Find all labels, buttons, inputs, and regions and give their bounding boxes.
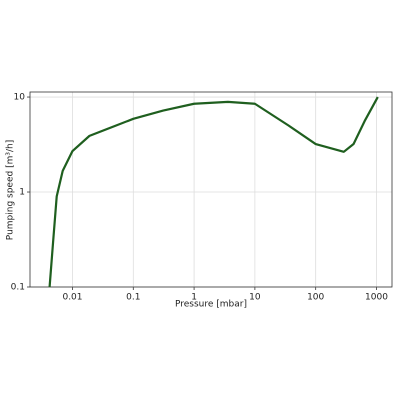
x-tick-label: 0.01 xyxy=(62,293,82,303)
x-tick-label: 10 xyxy=(249,293,261,303)
x-tick-label: 1000 xyxy=(365,293,388,303)
y-axis-label: Pumping speed [m³/h] xyxy=(6,140,16,240)
y-tick-label: 10 xyxy=(14,93,26,103)
data-line xyxy=(48,96,379,288)
x-tick-label: 100 xyxy=(307,293,324,303)
plot-frame xyxy=(29,91,393,288)
x-axis-label: Pressure [mbar] xyxy=(175,300,247,310)
x-tick-label: 0.1 xyxy=(126,293,140,303)
y-tick-label: 0.1 xyxy=(11,283,25,293)
y-tick-label: 1 xyxy=(19,188,25,198)
x-tick-label: 1 xyxy=(191,293,197,303)
